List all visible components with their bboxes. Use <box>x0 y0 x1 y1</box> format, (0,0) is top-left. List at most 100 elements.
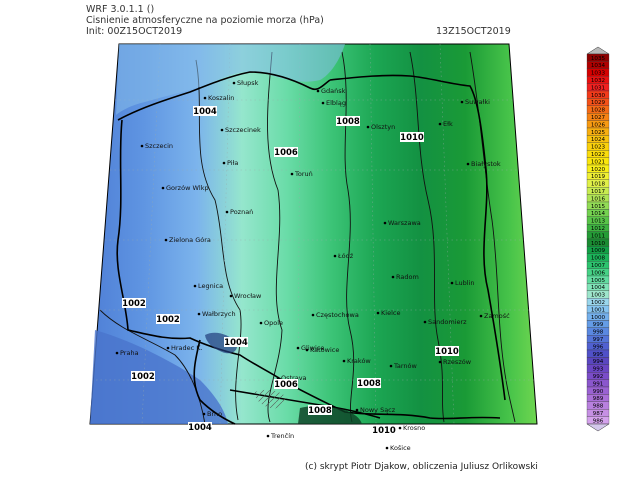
city-label: Praha <box>120 349 139 357</box>
city-marker <box>202 412 206 416</box>
city-label: Słupsk <box>237 79 259 87</box>
city-marker <box>203 96 207 100</box>
legend-value: 1034 <box>591 63 606 69</box>
city-marker <box>220 128 224 132</box>
city-marker <box>276 376 280 380</box>
legend-value: 1006 <box>591 270 606 276</box>
credit-text: (c) skrypt Piotr Djakow, obliczenia Juli… <box>305 462 538 472</box>
isobar-label-bg <box>224 337 248 347</box>
border-czech-slovak <box>229 389 381 419</box>
graticule <box>96 43 534 425</box>
legend-value: 988 <box>593 404 604 410</box>
city-label: Nowy Sącz <box>360 406 396 414</box>
city-marker <box>383 221 387 225</box>
city-marker <box>193 284 197 288</box>
low-pressure-area <box>90 330 228 424</box>
city-label: Zielona Góra <box>169 236 211 244</box>
city-marker <box>166 346 170 350</box>
legend-value: 1011 <box>591 233 606 239</box>
legend-value: 987 <box>593 411 604 417</box>
city-label: Szczecin <box>145 142 173 150</box>
city-label: Gdańsk <box>321 87 346 95</box>
city-marker <box>398 426 402 430</box>
isobar-label: 1002 <box>156 315 180 325</box>
city-marker <box>311 313 315 317</box>
isobar-label: 1008 <box>308 406 332 416</box>
legend-value: 1004 <box>591 285 606 291</box>
legend-value: 990 <box>593 389 604 395</box>
city-marker <box>450 281 454 285</box>
city-marker <box>460 100 464 104</box>
city-marker <box>197 312 201 316</box>
city-label: Białystok <box>471 160 501 168</box>
isobar-label: 1008 <box>357 379 381 389</box>
legend-value: 1021 <box>591 159 606 165</box>
city-marker <box>259 321 263 325</box>
legend-value: 1029 <box>591 100 606 106</box>
legend-value: 1028 <box>591 108 606 114</box>
legend-value: 995 <box>593 352 604 358</box>
city-label: Suwałki <box>465 98 490 106</box>
city-label: Sandomierz <box>428 318 467 326</box>
legend-value: 997 <box>593 337 604 343</box>
legend-value: 996 <box>593 344 604 350</box>
city-label: Poznań <box>230 208 253 216</box>
legend-value: 994 <box>593 359 604 365</box>
legend-value: 1018 <box>591 182 606 188</box>
city-label: Kielce <box>381 309 400 317</box>
city-label: Košice <box>390 444 411 452</box>
isobar-label: 1010 <box>400 133 424 143</box>
city-label: Wrocław <box>234 292 262 300</box>
city-label: Ostrava <box>281 374 307 382</box>
isobar-label: 1006 <box>274 380 298 390</box>
city-label: Radom <box>396 273 419 281</box>
legend-value: 1025 <box>591 130 606 136</box>
border-poland-west <box>116 119 501 420</box>
legend-value: 1031 <box>591 85 606 91</box>
valid-time: 13Z15OCT2019 <box>436 26 511 37</box>
isobar-label-bg <box>400 132 424 142</box>
isobar-label-bg <box>336 116 360 126</box>
isobar-label-bg <box>274 379 298 389</box>
city-marker <box>321 101 325 105</box>
legend-value: 991 <box>593 381 604 387</box>
city-marker <box>438 122 442 126</box>
border-north-east <box>329 74 506 401</box>
legend-value: 993 <box>593 367 604 373</box>
city-label: Katowice <box>310 346 339 354</box>
city-marker <box>342 359 346 363</box>
isobar-label: 1002 <box>131 372 155 382</box>
isobar-label-bg <box>122 298 146 308</box>
hatched-area <box>254 389 286 409</box>
legend-value: 1014 <box>591 211 606 217</box>
city-label: Koszalin <box>208 94 234 102</box>
city-marker <box>376 311 380 315</box>
city-marker <box>333 254 337 258</box>
legend-value: 1022 <box>591 152 605 158</box>
legend-value: 1015 <box>591 204 606 210</box>
city-marker <box>296 346 300 350</box>
isobar-label-bg <box>357 378 381 388</box>
isobar-label-bg <box>188 422 212 432</box>
city-label: Lublin <box>455 279 474 287</box>
city-marker <box>316 89 320 93</box>
city-marker <box>438 360 442 364</box>
legend-value: 1002 <box>591 300 605 306</box>
isobar-label: 1006 <box>274 148 298 158</box>
city-marker <box>479 314 483 318</box>
legend-value: 1003 <box>591 293 606 299</box>
isobar-label: 1004 <box>193 107 217 117</box>
model-version: WRF 3.0.1.1 () <box>86 4 155 15</box>
city-label: Toruń <box>294 170 313 178</box>
border-south <box>193 339 236 425</box>
city-label: Olsztyn <box>371 123 395 131</box>
city-marker <box>423 320 427 324</box>
city-marker <box>389 364 393 368</box>
legend-value: 1000 <box>591 315 606 321</box>
legend-value: 1027 <box>591 115 606 121</box>
legend-value: 1005 <box>591 278 606 284</box>
isobar-label-bg <box>274 147 298 157</box>
city-marker <box>232 81 236 85</box>
isobar-label: 1010 <box>435 347 459 357</box>
